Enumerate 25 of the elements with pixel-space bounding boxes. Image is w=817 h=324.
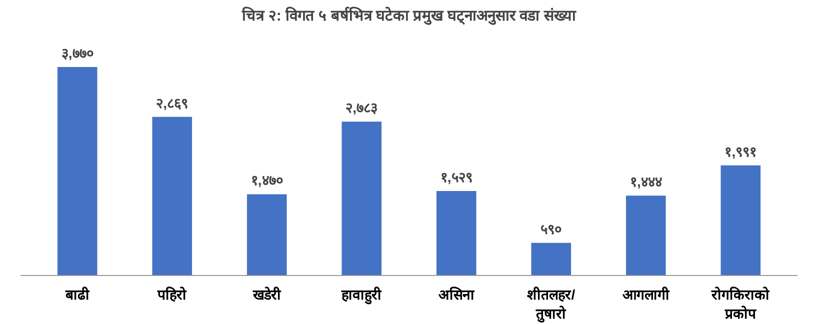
bar xyxy=(57,67,98,276)
data-label: २,८६९ xyxy=(156,94,188,111)
chart-title: चित्र २: विगत ५ बर्षभित्र घटेका प्रमुख घट्नाअनुसार वडा संख्या xyxy=(241,6,577,26)
x-tick-label: पहिरो xyxy=(156,286,188,302)
data-label: १,५२९ xyxy=(440,168,472,185)
x-tick-label: हावाहुरी xyxy=(340,286,383,304)
bar xyxy=(626,196,666,276)
bar xyxy=(531,242,572,276)
x-tick-label: असिना xyxy=(438,286,476,302)
x-tick-label: खडेरी xyxy=(252,286,282,302)
x-tick-label: रोगकिराको प्रकोप xyxy=(710,286,771,322)
data-label: १,४४४ xyxy=(630,174,662,190)
x-tick-label: शीतलहर/ तुषारो xyxy=(527,286,576,324)
bar xyxy=(342,122,382,276)
x-tick-label: आगलागी xyxy=(622,286,670,302)
data-label: १,९९१ xyxy=(724,143,757,160)
data-label: ३,७७० xyxy=(61,45,94,62)
data-label: १,४७० xyxy=(250,172,283,188)
x-tick-label: बाढी xyxy=(64,286,90,302)
bar xyxy=(436,190,476,276)
bar xyxy=(720,165,761,276)
data-label: २,७८३ xyxy=(346,100,378,116)
bar xyxy=(246,194,287,276)
bar xyxy=(152,116,192,276)
data-label: ५९० xyxy=(540,220,562,237)
